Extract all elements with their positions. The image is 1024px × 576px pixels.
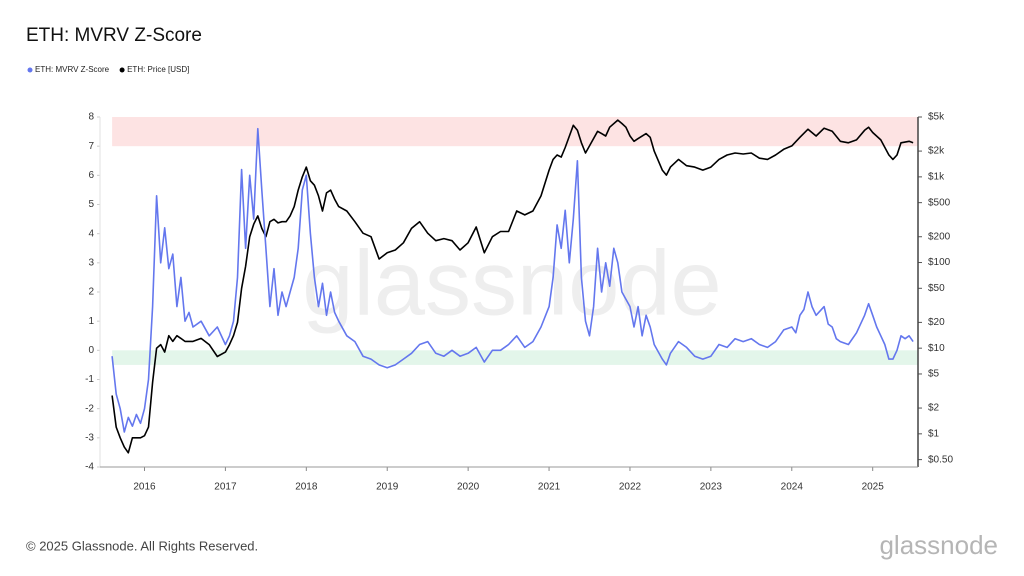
x-tick-label: 2018 <box>295 482 318 493</box>
watermark: glassnode <box>302 232 721 334</box>
legend: ETH: MVRV Z-Score ETH: Price [USD] <box>27 65 189 74</box>
y2-tick-label: $100 <box>928 257 951 268</box>
y-tick-label: 2 <box>88 287 94 298</box>
x-tick-label: 2022 <box>619 482 642 493</box>
legend-label: ETH: Price [USD] <box>127 65 189 74</box>
zone-band <box>112 350 919 365</box>
y2-tick-label: $1 <box>928 428 940 439</box>
series-line <box>111 119 914 454</box>
y-tick-label: -3 <box>85 432 94 443</box>
y2-tick-label: $20 <box>928 317 945 328</box>
y-tick-label: 0 <box>88 345 94 356</box>
x-tick-label: 2023 <box>700 482 723 493</box>
y2-tick-label: $2 <box>928 403 940 414</box>
y-tick-label: 8 <box>88 112 94 123</box>
y2-tick-label: $50 <box>928 283 945 294</box>
legend-label: ETH: MVRV Z-Score <box>35 65 110 74</box>
chart-title: ETH: MVRV Z-Score <box>26 25 202 46</box>
y-tick-label: 5 <box>88 199 94 210</box>
x-tick-label: 2025 <box>862 482 885 493</box>
y2-tick-label: $500 <box>928 197 951 208</box>
y2-tick-label: $5 <box>928 369 940 380</box>
logo: glassnode <box>879 530 998 560</box>
y-tick-label: 4 <box>88 228 94 239</box>
y-tick-label: 6 <box>88 170 94 181</box>
y2-tick-label: $5k <box>928 112 945 123</box>
x-tick-label: 2020 <box>457 482 480 493</box>
x-tick-label: 2016 <box>133 482 156 493</box>
footer: © 2025 Glassnode. All Rights Reserved. <box>26 538 258 553</box>
y-tick-label: -1 <box>85 374 94 385</box>
y2-tick-label: $0.50 <box>928 454 953 465</box>
legend-swatch <box>27 67 33 73</box>
y2-tick-label: $10 <box>928 343 945 354</box>
zone-band <box>112 117 919 147</box>
y2-tick-label: $1k <box>928 172 945 183</box>
x-tick-label: 2021 <box>538 482 561 493</box>
y-tick-label: 1 <box>88 316 94 327</box>
y-tick-label: -4 <box>85 462 94 473</box>
legend-swatch <box>119 67 125 73</box>
y2-tick-label: $200 <box>928 231 951 242</box>
series-line <box>111 127 914 433</box>
y-tick-label: 7 <box>88 141 94 152</box>
y2-tick-label: $2k <box>928 146 945 157</box>
x-tick-label: 2017 <box>214 482 237 493</box>
y-tick-label: -2 <box>85 403 94 414</box>
x-tick-label: 2019 <box>376 482 399 493</box>
x-tick-label: 2024 <box>781 482 804 493</box>
y-tick-label: 3 <box>88 257 94 268</box>
